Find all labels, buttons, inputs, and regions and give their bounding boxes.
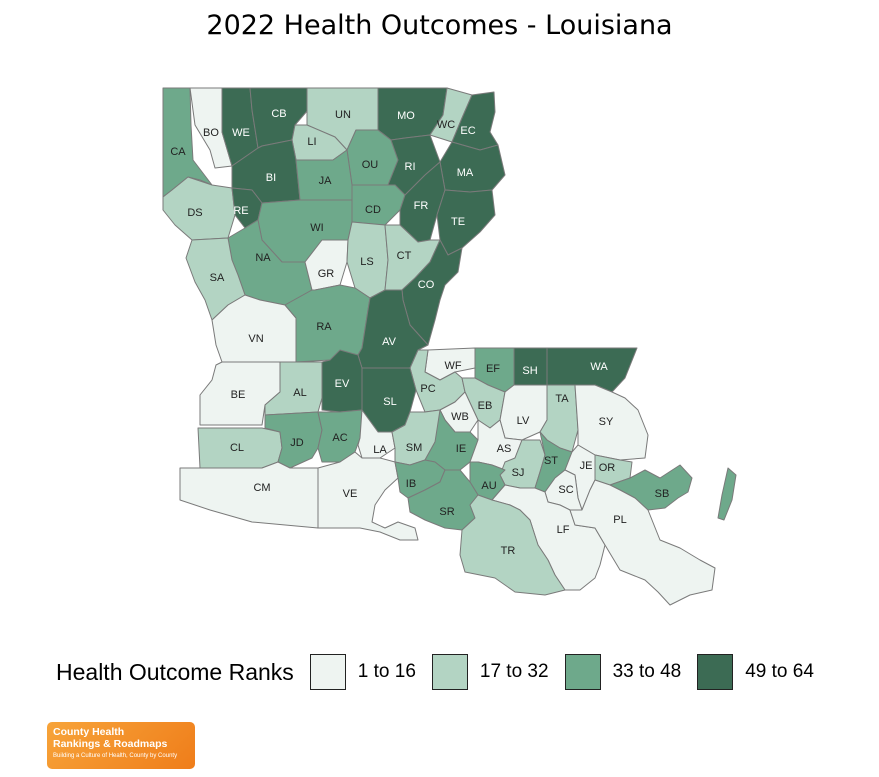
parish-label-or: OR: [599, 462, 616, 474]
parish-label-au: AU: [481, 480, 496, 492]
parish-label-ev: EV: [335, 378, 350, 390]
parish-label-cd: CD: [365, 204, 381, 216]
parish-label-be: BE: [231, 389, 246, 401]
logo-line-3: Building a Culture of Health, County by …: [53, 753, 178, 759]
parish-label-sr: SR: [439, 506, 454, 518]
parish-label-sb: SB: [655, 488, 670, 500]
parish-label-li: LI: [307, 136, 316, 148]
parish-label-la: LA: [373, 444, 387, 456]
louisiana-parish-map: CA BO WE CB UN MO WC EC LI OU RI MA BI JA DS RE CD FR TE WI…: [162, 87, 737, 606]
parish-label-we: WE: [232, 127, 250, 139]
parish-label-ds: DS: [187, 207, 202, 219]
parish-pl[interactable]: [569, 479, 716, 606]
parish-label-ls: LS: [360, 256, 373, 268]
legend-swatch-4: [697, 654, 734, 690]
parish-cm[interactable]: [179, 461, 319, 529]
parish-label-ve: VE: [343, 488, 358, 500]
parish-label-ib: IB: [406, 478, 416, 490]
parish-fr[interactable]: [399, 161, 446, 243]
parish-label-jd: JD: [290, 437, 304, 449]
parish-label-ta: TA: [555, 393, 569, 405]
parish-label-ec: EC: [460, 125, 475, 137]
parish-label-wc: WC: [437, 119, 455, 131]
parish-label-ja: JA: [319, 175, 333, 187]
legend-swatch-3: [564, 654, 601, 690]
parish-label-eb: EB: [478, 400, 493, 412]
parish-label-sy: SY: [599, 416, 614, 428]
map-title: 2022 Health Outcomes - Louisiana: [206, 10, 673, 41]
parish-label-co: CO: [418, 279, 435, 291]
parish-label-je: JE: [580, 460, 593, 472]
parish-ie[interactable]: [424, 409, 479, 471]
parish-label-ou: OU: [362, 159, 379, 171]
parish-label-pc: PC: [420, 383, 435, 395]
parish-label-bo: BO: [203, 127, 219, 139]
legend: Health Outcome Ranks 1 to 16 17 to 32 33…: [56, 650, 830, 694]
parish-label-fr: FR: [414, 200, 429, 212]
parish-label-sl: SL: [383, 396, 396, 408]
parish-label-lf: LF: [557, 524, 570, 536]
parish-label-vn: VN: [248, 333, 263, 345]
parish-label-st: ST: [544, 455, 558, 467]
legend-label-1: 1 to 16: [357, 661, 416, 682]
parish-label-sj: SJ: [512, 467, 525, 479]
parish-label-ra: RA: [316, 321, 332, 333]
parish-label-gr: GR: [318, 268, 335, 280]
parish-label-na: NA: [255, 252, 271, 264]
parish-label-mo: MO: [397, 110, 415, 122]
parish-label-ac: AC: [332, 432, 347, 444]
parish-label-sm: SM: [406, 442, 423, 454]
legend-swatch-1: [309, 654, 346, 690]
parish-label-tr: TR: [501, 545, 516, 557]
parish-label-cm: CM: [253, 482, 270, 494]
parish-te[interactable]: [436, 189, 496, 256]
parish-be[interactable]: [199, 361, 281, 426]
legend-title: Health Outcome Ranks: [56, 658, 294, 685]
logo-line-2: Rankings & Roadmaps: [53, 738, 168, 750]
parish-label-as: AS: [497, 443, 512, 455]
legend-label-2: 17 to 32: [479, 661, 549, 682]
parish-label-wi: WI: [310, 222, 323, 234]
logo-line-1: County Health: [53, 726, 125, 738]
parish-label-ct: CT: [397, 250, 412, 262]
parish-label-ma: MA: [457, 167, 474, 179]
parish-ve[interactable]: [317, 451, 419, 541]
parish-label-ie: IE: [456, 443, 466, 455]
parish-label-lv: LV: [517, 415, 530, 427]
county-health-rankings-logo[interactable]: County Health Rankings & Roadmaps Buildi…: [47, 722, 195, 769]
parish-label-ri: RI: [405, 161, 416, 173]
legend-swatch-2: [431, 654, 468, 690]
legend-label-4: 49 to 64: [745, 661, 814, 682]
parish-tr[interactable]: [459, 494, 566, 596]
parish-label-al: AL: [293, 387, 306, 399]
parish-label-av: AV: [382, 336, 397, 348]
parish-label-sh: SH: [522, 365, 537, 377]
parish-co[interactable]: [401, 239, 463, 346]
parish-label-pl: PL: [613, 514, 626, 526]
parish-label-wa: WA: [590, 361, 608, 373]
parish-label-un: UN: [335, 109, 351, 121]
parish-label-wf: WF: [444, 360, 461, 372]
parish-sy[interactable]: [574, 384, 649, 461]
parish-label-cl: CL: [230, 442, 244, 454]
parish-label-re: RE: [233, 205, 248, 217]
parish-label-ef: EF: [486, 363, 500, 375]
legend-label-3: 33 to 48: [612, 661, 682, 682]
parish-label-sa: SA: [210, 272, 225, 284]
parish-label-ca: CA: [170, 146, 186, 158]
parish-label-wb: WB: [451, 411, 469, 423]
parish-label-sc: SC: [558, 484, 573, 496]
parish-label-bi: BI: [266, 172, 276, 184]
parish-label-cb: CB: [271, 108, 286, 120]
parish-label-te: TE: [451, 216, 465, 228]
